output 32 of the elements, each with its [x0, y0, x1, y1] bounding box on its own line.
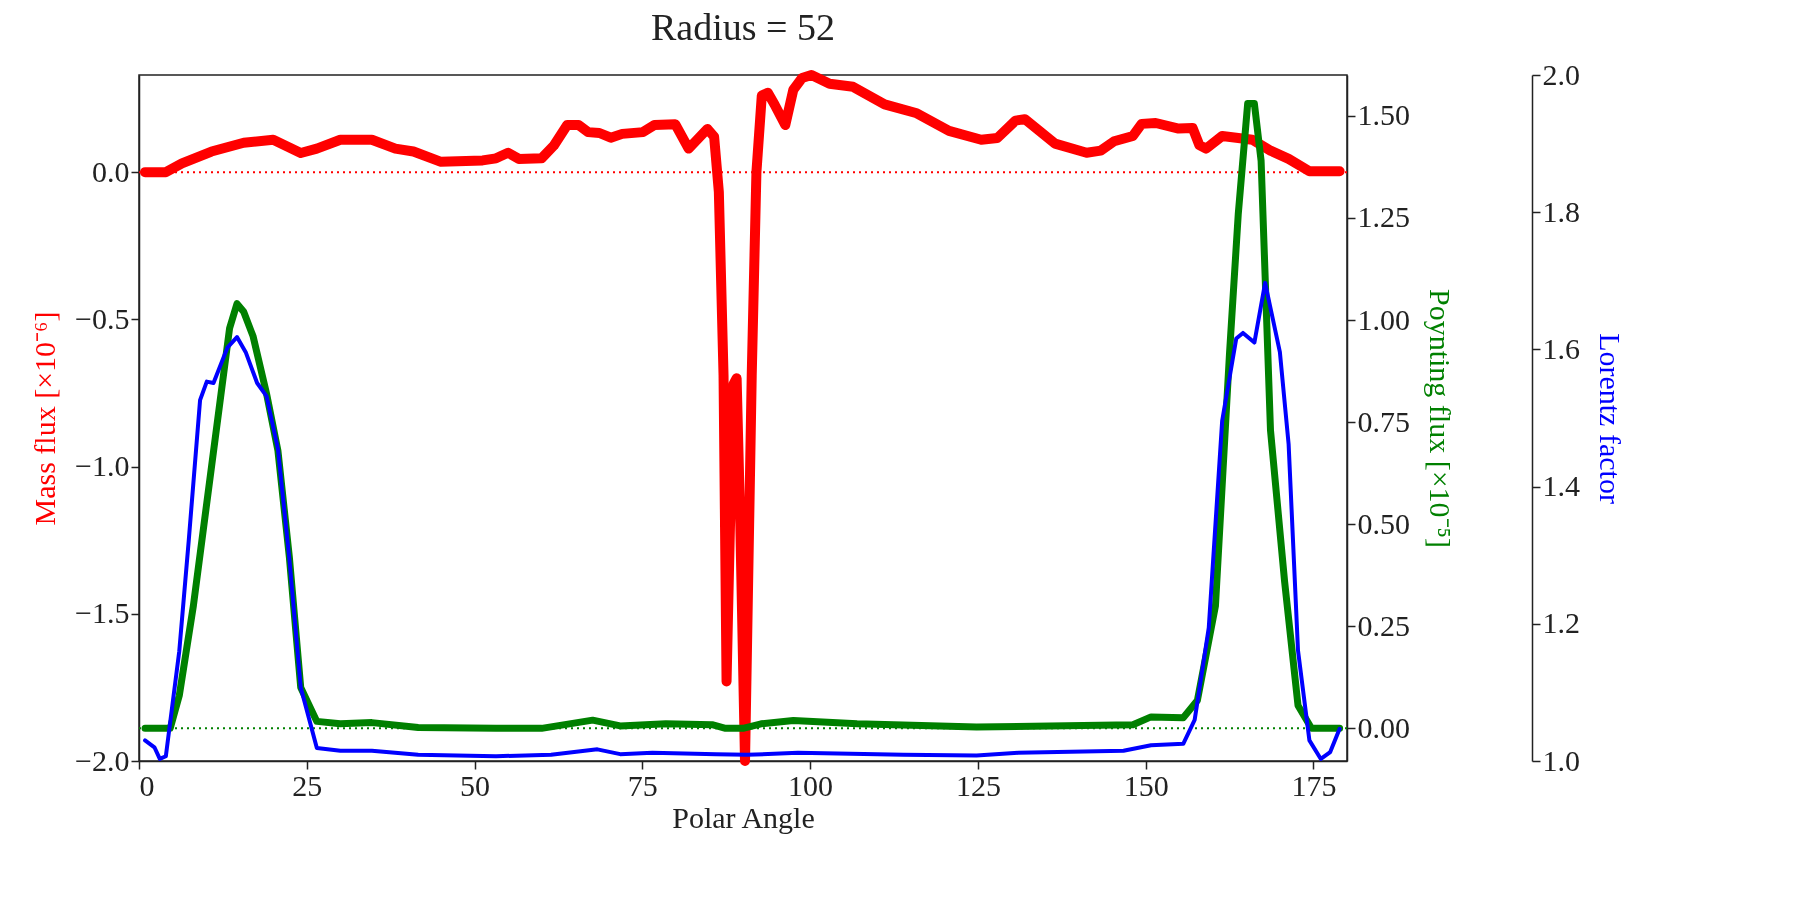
y3-tick-label: 1.6: [1542, 331, 1580, 365]
y2-tick-label: 1.00: [1357, 302, 1410, 336]
x-tick-label: 75: [627, 768, 658, 802]
y3-axis-title: Lorentz factor: [1594, 333, 1627, 504]
y2-tick-label: 0.25: [1357, 608, 1410, 642]
x-tick-label: 175: [1291, 768, 1337, 802]
y3-tick-label: 2.0: [1542, 57, 1580, 91]
x-tick-label: 50: [460, 768, 491, 802]
y2-tick-label: 0.50: [1357, 506, 1410, 540]
x-axis-title: Polar Angle: [672, 800, 815, 834]
y-tick-label: −1.5: [75, 596, 130, 630]
y2-axis-title: Poynting flux [×10⁻⁵]: [1424, 288, 1457, 549]
y3-tick-label: 1.0: [1542, 743, 1580, 777]
x-tick-label: 0: [139, 768, 155, 802]
chart-title: Radius = 52: [651, 6, 835, 48]
y3-tick-label: 1.2: [1542, 606, 1580, 640]
x-tick-label: 125: [955, 768, 1001, 802]
y2-tick-label: 0.00: [1357, 710, 1410, 744]
y3-tick-label: 1.4: [1542, 469, 1580, 503]
line-series: [143, 280, 1342, 761]
x-tick-label: 25: [292, 768, 323, 802]
x-tick-label: 150: [1123, 768, 1169, 802]
y3-tick-label: 1.8: [1542, 194, 1580, 228]
y2-tick-label: 0.75: [1357, 404, 1410, 438]
x-tick-label: 100: [788, 768, 834, 802]
y-axis-title: Mass flux [×10⁻⁶]: [28, 311, 62, 526]
y-tick-label: −1.0: [75, 449, 130, 483]
y2-tick-label: 1.50: [1357, 98, 1410, 132]
y2-tick-label: 1.25: [1357, 200, 1410, 234]
y-tick-label: −2.0: [75, 743, 130, 777]
y-tick-label: −0.5: [75, 301, 130, 335]
y-tick-label: 0.0: [92, 154, 130, 188]
